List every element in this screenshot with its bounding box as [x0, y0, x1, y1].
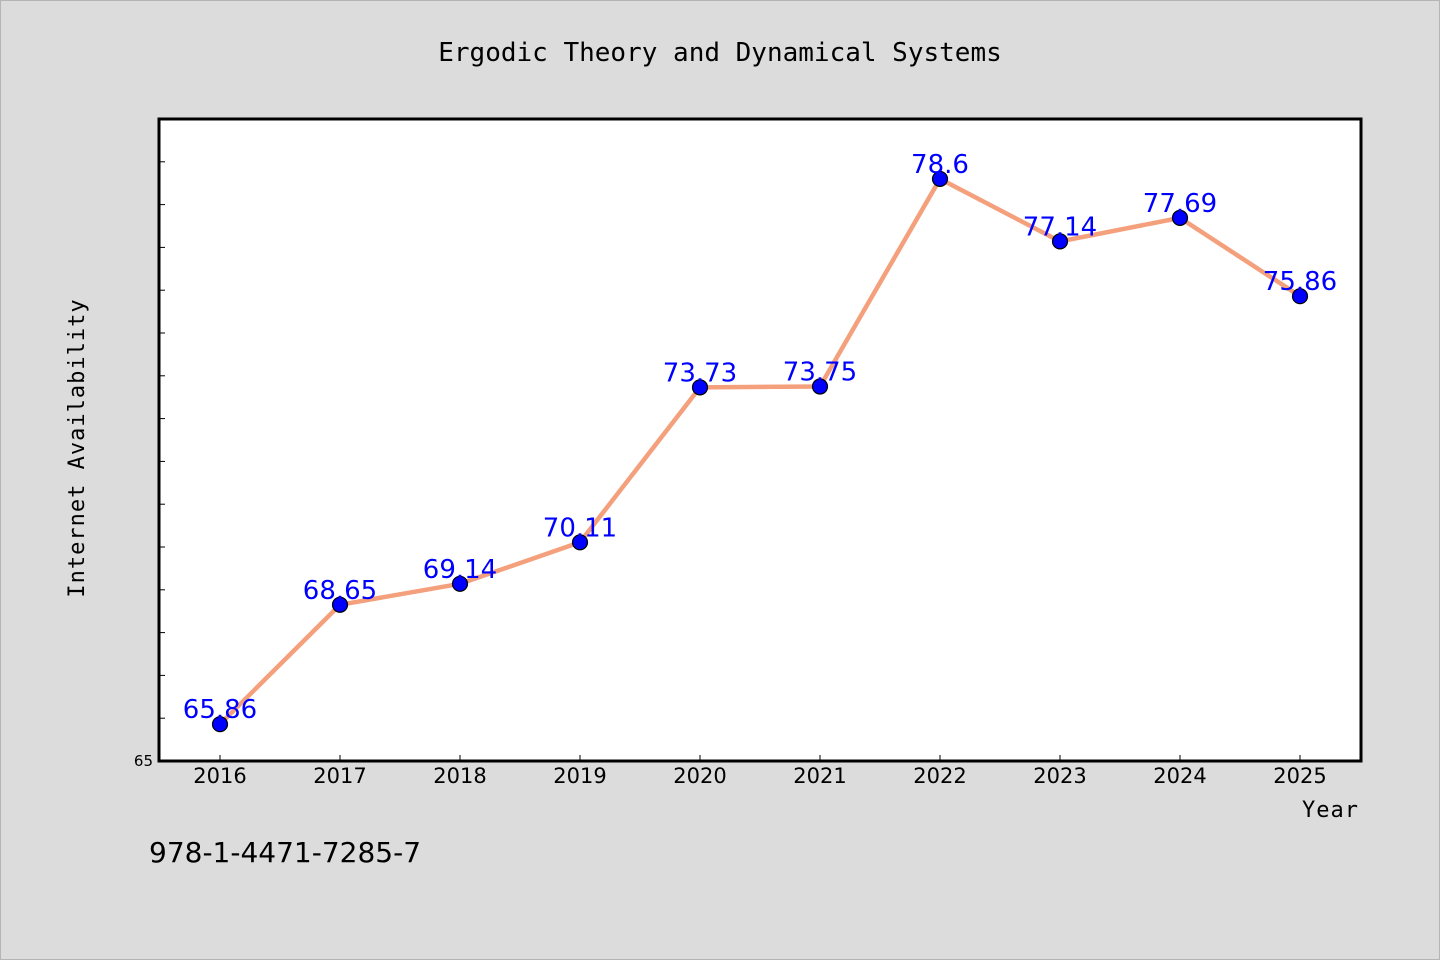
data-point	[1171, 209, 1189, 226]
chart-title: Ergodic Theory and Dynamical Systems	[438, 38, 1002, 68]
data-point	[451, 575, 469, 592]
data-point	[691, 379, 709, 396]
data-markers	[211, 170, 1309, 733]
x-axis-tick-labels: 2016 2017 2018 2019 2020 2021 2022 2023 2024 2025	[193, 764, 1326, 788]
x-tick-label: 2022	[913, 764, 966, 788]
data-point	[1291, 288, 1309, 305]
x-tick-label: 2021	[793, 764, 846, 788]
data-label: 65.86	[183, 695, 257, 725]
x-tick-label: 2017	[313, 764, 366, 788]
footnote-isbn: 978-1-4471-7285-7	[149, 836, 421, 869]
data-label: 73.73	[663, 358, 737, 388]
plot-area	[157, 117, 1363, 763]
x-axis-label: Year	[1302, 798, 1359, 823]
data-point	[211, 716, 229, 733]
x-tick-label: 2018	[433, 764, 486, 788]
data-label: 75.86	[1263, 267, 1337, 297]
x-tick-label: 2023	[1033, 764, 1086, 788]
data-point	[571, 534, 589, 551]
data-label: 68.65	[303, 576, 377, 606]
data-label: 69.14	[423, 555, 497, 585]
y-axis-ticks	[159, 161, 165, 719]
series-line	[217, 176, 1303, 727]
y-axis-label: Internet Availability	[65, 298, 90, 597]
data-point	[1051, 233, 1069, 250]
y-tick-label-min: 65	[134, 752, 153, 770]
data-label: 77.69	[1143, 189, 1217, 219]
x-axis-ticks	[219, 755, 1301, 761]
x-tick-label: 2020	[673, 764, 726, 788]
x-tick-label: 2024	[1153, 764, 1206, 788]
data-label: 73.75	[783, 358, 857, 388]
data-label: 77.14	[1023, 212, 1097, 242]
data-label: 70.11	[543, 513, 617, 543]
x-tick-label: 2025	[1273, 764, 1326, 788]
data-labels: 65.86 68.65 69.14 70.11 73.73 73.75 78.6 77.14 7…	[183, 150, 1337, 725]
x-tick-label: 2016	[193, 764, 246, 788]
x-tick-label: 2019	[553, 764, 606, 788]
data-point	[331, 596, 349, 613]
data-label: 78.6	[911, 150, 969, 180]
data-point	[931, 170, 949, 188]
data-point	[811, 378, 829, 395]
